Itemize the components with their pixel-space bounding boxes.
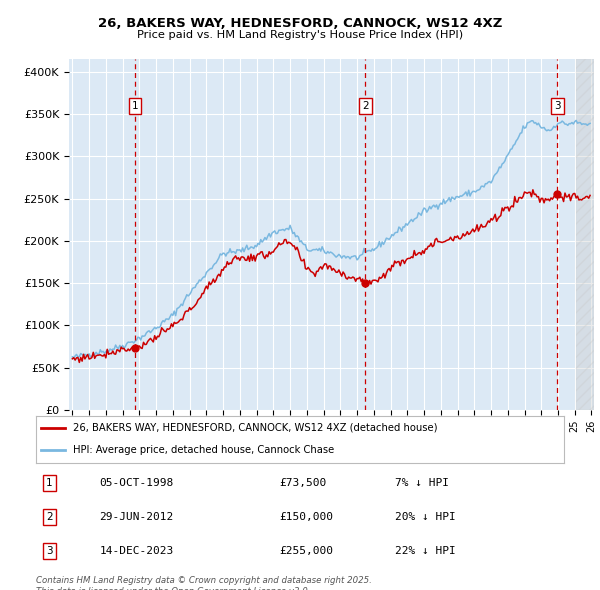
Text: 1: 1: [132, 101, 139, 112]
Text: Contains HM Land Registry data © Crown copyright and database right 2025.
This d: Contains HM Land Registry data © Crown c…: [36, 576, 372, 590]
Text: 3: 3: [554, 101, 560, 112]
Text: 2: 2: [46, 512, 53, 522]
Text: HPI: Average price, detached house, Cannock Chase: HPI: Average price, detached house, Cann…: [73, 445, 334, 455]
Text: 29-JUN-2012: 29-JUN-2012: [100, 512, 173, 522]
Text: 26, BAKERS WAY, HEDNESFORD, CANNOCK, WS12 4XZ: 26, BAKERS WAY, HEDNESFORD, CANNOCK, WS1…: [98, 17, 502, 30]
Text: 22% ↓ HPI: 22% ↓ HPI: [395, 546, 456, 556]
Text: 26, BAKERS WAY, HEDNESFORD, CANNOCK, WS12 4XZ (detached house): 26, BAKERS WAY, HEDNESFORD, CANNOCK, WS1…: [73, 423, 437, 432]
Text: 1: 1: [46, 478, 53, 488]
Text: 14-DEC-2023: 14-DEC-2023: [100, 546, 173, 556]
Text: Price paid vs. HM Land Registry's House Price Index (HPI): Price paid vs. HM Land Registry's House …: [137, 30, 463, 40]
Bar: [576, 59, 594, 410]
Text: £150,000: £150,000: [279, 512, 333, 522]
Text: 05-OCT-1998: 05-OCT-1998: [100, 478, 173, 488]
Text: £255,000: £255,000: [279, 546, 333, 556]
Text: 2: 2: [362, 101, 369, 112]
Text: £73,500: £73,500: [279, 478, 326, 488]
Text: 7% ↓ HPI: 7% ↓ HPI: [395, 478, 449, 488]
Text: 3: 3: [46, 546, 53, 556]
Text: 20% ↓ HPI: 20% ↓ HPI: [395, 512, 456, 522]
